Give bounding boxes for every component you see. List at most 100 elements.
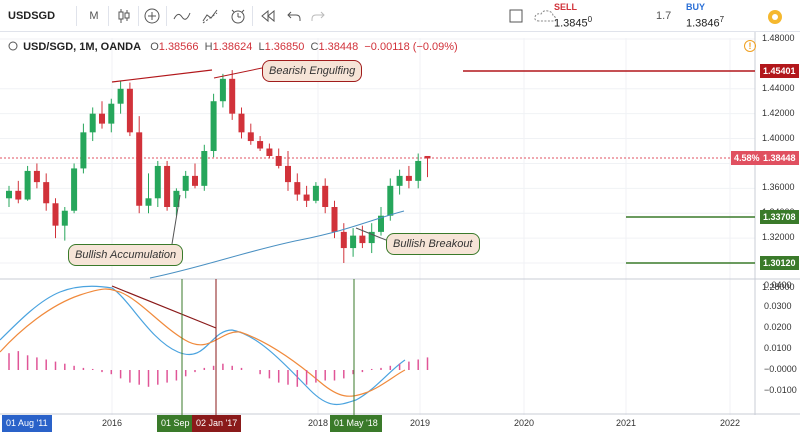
time-tick-label: 2021: [616, 418, 637, 428]
templates-icon[interactable]: [200, 4, 220, 28]
candle-body: [312, 185, 319, 201]
candle-body: [6, 190, 12, 199]
candle-body: [322, 185, 329, 207]
buy-label: BUY: [686, 2, 706, 12]
moving-average-line: [149, 210, 405, 279]
date-tag-may18: 01 May '18: [330, 415, 382, 432]
trade-panel: SELL 1.38450 1.7 BUY 1.38467: [548, 0, 800, 32]
sell-button[interactable]: SELL 1.38450: [554, 2, 614, 30]
legend-close: 1.38448: [318, 41, 359, 53]
toolbar-divider: [108, 6, 109, 26]
legend-low-label: L: [258, 41, 265, 53]
toolbar: USDSGD M SELL 1.38450 1.7 BUY: [0, 0, 800, 32]
sell-price-main: 1.3845: [554, 17, 588, 30]
legend-high-label: H: [204, 41, 213, 53]
support-level-2-tag: 1.30120: [760, 256, 799, 270]
candle-body: [71, 168, 78, 211]
time-tick-label: 2016: [102, 418, 123, 428]
candle-body: [145, 198, 152, 206]
candle-body: [164, 165, 171, 207]
price-tick-label: 1.40000: [762, 132, 795, 143]
candle-body: [99, 113, 105, 124]
candle-body: [247, 132, 254, 142]
annotation-bearish-engulfing[interactable]: Bearish Engulfing: [262, 60, 363, 82]
trendline-top: [111, 69, 213, 83]
spread-value: 1.7: [656, 10, 672, 22]
support-level-1-tag: 1.33708: [760, 210, 799, 224]
candle-body: [126, 88, 133, 133]
legend-open: 1.38566: [158, 41, 199, 53]
alert-icon[interactable]: [228, 4, 248, 28]
legend-close-label: C: [310, 41, 319, 53]
interval-button[interactable]: M: [89, 10, 99, 22]
candle-body: [405, 175, 412, 181]
undo-icon[interactable]: [284, 4, 304, 28]
candle-body: [257, 141, 264, 149]
buy-price-main: 1.3846: [686, 17, 720, 30]
candlestick-series: [6, 70, 431, 263]
chart-area[interactable]: [0, 32, 800, 432]
candle-body: [89, 113, 96, 133]
annotation-bullish-accumulation[interactable]: Bullish Accumulation: [68, 244, 184, 266]
candle-body: [303, 194, 310, 201]
price-tick-label: 1.48000: [762, 33, 795, 43]
date-tag-sep: 01 Sep '1: [157, 415, 203, 432]
annotation-bullish-breakout[interactable]: Bullish Breakout: [386, 233, 480, 255]
symbol-search[interactable]: USDSGD: [8, 10, 56, 22]
candle-body: [229, 78, 236, 114]
price-tick-label: 1.32000: [762, 232, 795, 243]
candle-body: [61, 210, 68, 226]
candle-body: [368, 231, 375, 244]
info-icon[interactable]: !: [744, 40, 756, 52]
legend-low: 1.36850: [264, 41, 305, 53]
resistance-level-tag: 1.45401: [760, 64, 799, 78]
toolbar-divider: [138, 6, 139, 26]
oscillator-tick-label: −0.0000: [764, 364, 797, 374]
candle-body: [275, 155, 282, 166]
candle-body: [378, 215, 384, 232]
candle-body: [192, 175, 198, 186]
oscillator-tick-label: 0.0400: [764, 280, 792, 290]
candle-body: [117, 88, 124, 104]
date-tag-start: 01 Aug '11: [2, 415, 52, 432]
replay-icon[interactable]: [258, 4, 278, 28]
toolbar-divider: [76, 6, 77, 26]
candle-body: [201, 151, 208, 186]
price-tick-label: 1.28000: [762, 281, 795, 292]
candle-body: [15, 190, 22, 200]
candle-body: [136, 132, 143, 206]
indicators-icon[interactable]: [172, 4, 192, 28]
candle-body: [43, 182, 50, 204]
candle-body: [350, 235, 357, 249]
buy-price: 1.38467: [686, 13, 746, 31]
time-tick-label: 2019: [410, 418, 431, 428]
moving-average-path: [149, 210, 405, 279]
collapse-icon[interactable]: [8, 41, 20, 51]
current-change-tag: 4.58%: [731, 151, 763, 165]
cloud-save-icon[interactable]: [532, 4, 560, 28]
buy-button[interactable]: BUY 1.38467: [686, 2, 746, 30]
candle-body: [294, 182, 301, 195]
candle-body: [396, 175, 403, 186]
redo-icon[interactable]: [308, 4, 328, 28]
candle-body: [154, 165, 161, 199]
candle-body: [285, 165, 291, 183]
price-tick-label: 1.42000: [762, 107, 795, 118]
candle-body: [387, 185, 394, 216]
toolbar-divider: [252, 6, 253, 26]
add-indicator-icon[interactable]: [142, 4, 162, 28]
settings-gear-icon[interactable]: [764, 5, 786, 29]
chart-grid: [0, 32, 800, 415]
candles-icon[interactable]: [114, 4, 134, 28]
candle-body: [80, 132, 87, 169]
fullscreen-icon[interactable]: [506, 4, 526, 28]
candle-body: [33, 170, 40, 183]
divergence-line: [111, 285, 217, 329]
candle-body: [266, 148, 273, 156]
candle-body: [210, 101, 217, 151]
legend-symbol: USD/SGD, 1M, OANDA: [23, 41, 142, 53]
callout-pointer-accumulation: [171, 194, 181, 245]
price-tick-label: 1.44000: [762, 82, 795, 93]
callout-pointer-bearish: [213, 67, 263, 79]
candle-body: [173, 190, 180, 207]
